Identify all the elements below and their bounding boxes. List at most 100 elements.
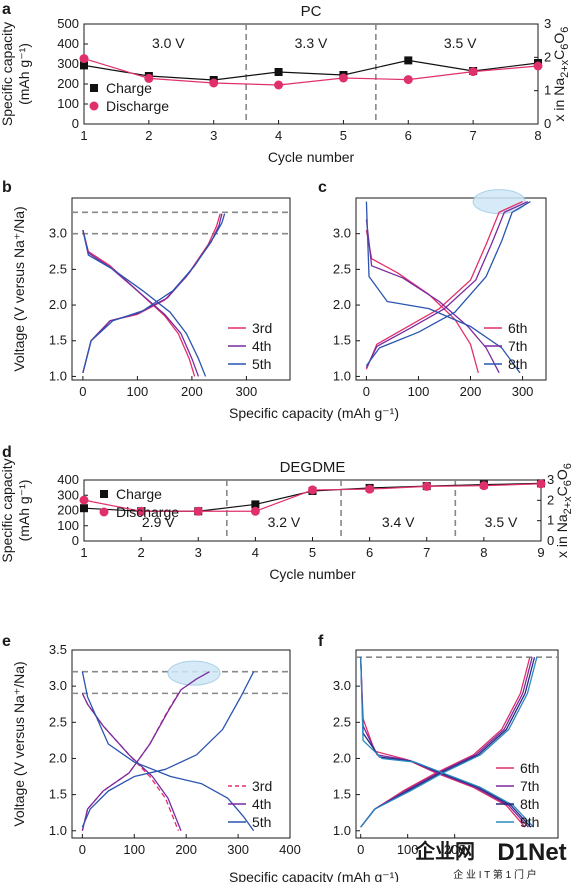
profile-discharge-c-7th bbox=[365, 219, 500, 374]
legend-label-b: 5th bbox=[252, 356, 271, 372]
watermark-brand-cn: 企业网 bbox=[414, 839, 475, 863]
legend-charge-marker-a bbox=[90, 84, 98, 92]
panel-label-b: b bbox=[2, 179, 12, 196]
plot-frame-b bbox=[71, 197, 291, 381]
profile-discharge-b-5th bbox=[82, 229, 207, 377]
voltage-label-d: 3.4 V bbox=[382, 514, 415, 530]
y-axis-label-d: Specific capacity bbox=[0, 458, 15, 562]
capacity-axis-label-e: Specific capacity (mAh g⁻¹) bbox=[229, 869, 399, 882]
y-tick-label-f: 2.0 bbox=[333, 750, 351, 765]
watermark-tagline: 企 业 I T 第 1 门 户 bbox=[453, 868, 537, 881]
watermark-brand-en: D1Net bbox=[497, 839, 566, 866]
plot-frame-e bbox=[71, 649, 291, 839]
y-tick-label-c: 3.0 bbox=[333, 226, 351, 241]
discharge-marker-a bbox=[403, 75, 413, 85]
x-tick-label-d: 1 bbox=[80, 545, 87, 560]
x-tick-label-f: 200 bbox=[444, 842, 466, 857]
y-tick-label-b: 1.5 bbox=[49, 333, 67, 348]
charge-marker-a bbox=[404, 56, 413, 65]
y2-tick-label-a: 0 bbox=[544, 116, 551, 131]
x-tick-label-f: 100 bbox=[397, 842, 419, 857]
x-tick-label-d: 2 bbox=[138, 545, 145, 560]
legend-discharge-marker-d bbox=[99, 507, 109, 517]
profile-discharge-b-4th bbox=[82, 229, 200, 377]
x-tick-label-a: 5 bbox=[340, 128, 347, 143]
y2-axis-label-d: x in Na2+xC6O6 bbox=[554, 463, 574, 558]
legend-label-c: 7th bbox=[508, 338, 527, 354]
x-tick-label-e: 400 bbox=[279, 842, 301, 857]
plot-frame-a bbox=[83, 23, 539, 125]
y-tick-label-a: 200 bbox=[57, 76, 79, 91]
voltage-label-a: 3.3 V bbox=[295, 35, 328, 51]
y-tick-label-d: 200 bbox=[57, 503, 79, 518]
y-tick-label-c: 2.0 bbox=[333, 297, 351, 312]
discharge-marker-a bbox=[468, 67, 478, 77]
legend-label-c: 8th bbox=[508, 356, 527, 372]
profile-charge-e-5th bbox=[81, 671, 255, 828]
x-tick-label-e: 200 bbox=[175, 842, 197, 857]
profile-charge-b-5th bbox=[82, 213, 226, 374]
x-tick-label-b: 300 bbox=[236, 384, 258, 399]
profile-charge-c-6th bbox=[365, 200, 523, 370]
y-axis-label-a: Specific capacity bbox=[0, 22, 15, 126]
profile-charge-c-8th bbox=[365, 201, 531, 367]
legend-label-b: 3rd bbox=[252, 320, 272, 336]
x-axis-label-a: Cycle number bbox=[268, 149, 355, 165]
legend-label-d: Discharge bbox=[116, 504, 179, 520]
x-axis-label-d: Cycle number bbox=[269, 566, 356, 582]
profile-discharge-e-5th bbox=[81, 671, 255, 832]
profile-charge-f-9th bbox=[360, 657, 538, 828]
y2-axis-label-a: x in Na2+xC6O6 bbox=[551, 27, 571, 122]
x-tick-label-d: 7 bbox=[423, 545, 430, 560]
y-tick-label-d: 300 bbox=[57, 487, 79, 502]
profile-discharge-c-8th bbox=[365, 201, 521, 374]
voltage-label-a: 3.0 V bbox=[152, 35, 185, 51]
y-tick-label-a: 0 bbox=[72, 116, 79, 131]
legend-label-e: 5th bbox=[252, 814, 271, 830]
charge-marker-d bbox=[80, 504, 88, 513]
charge-marker-d bbox=[251, 500, 260, 509]
profile-discharge-f-9th bbox=[360, 657, 535, 828]
legend-label-f: 8th bbox=[520, 796, 539, 812]
y-tick-label-f: 2.5 bbox=[333, 714, 351, 729]
highlight-ellipse-e bbox=[167, 660, 221, 686]
x-tick-label-a: 3 bbox=[210, 128, 217, 143]
x-tick-label-b: 0 bbox=[79, 384, 86, 399]
discharge-marker-a bbox=[144, 73, 154, 83]
x-tick-label-d: 5 bbox=[309, 545, 316, 560]
y2-tick-label-a: 3 bbox=[544, 16, 551, 31]
discharge-marker-d bbox=[250, 506, 260, 516]
discharge-marker-d bbox=[308, 485, 317, 495]
voltage-label-a: 3.5 V bbox=[444, 35, 477, 51]
x-tick-label-e: 0 bbox=[79, 842, 86, 857]
y-axis-unit-a: (mAh g⁻¹) bbox=[16, 43, 32, 105]
y-tick-label-c: 1.5 bbox=[333, 333, 351, 348]
x-tick-label-d: 4 bbox=[252, 545, 259, 560]
y-tick-label-a: 300 bbox=[57, 56, 79, 71]
panel-label-a: a bbox=[2, 1, 11, 18]
profile-charge-b-4th bbox=[82, 213, 223, 374]
y-tick-label-f: 3.0 bbox=[333, 678, 351, 693]
profile-discharge-e-4th bbox=[81, 693, 182, 832]
legend-label-d: Charge bbox=[116, 486, 162, 502]
plot-frame-f bbox=[355, 649, 559, 839]
y-tick-label-b: 2.5 bbox=[49, 261, 67, 276]
panel-label-d: d bbox=[2, 444, 12, 461]
discharge-marker-d bbox=[136, 506, 146, 516]
y-tick-label-d: 400 bbox=[57, 472, 79, 487]
legend-label-f: 9th bbox=[520, 814, 539, 830]
profile-discharge-b-3rd bbox=[82, 229, 196, 377]
legend-label-e: 4th bbox=[252, 796, 271, 812]
charge-marker-a bbox=[274, 68, 283, 76]
discharge-marker-d bbox=[193, 506, 203, 516]
y-tick-label-a: 500 bbox=[57, 16, 79, 31]
legend-label-f: 6th bbox=[520, 760, 539, 776]
x-tick-label-a: 2 bbox=[145, 128, 152, 143]
panel-label-e: e bbox=[2, 633, 11, 650]
x-tick-label-d: 8 bbox=[480, 545, 487, 560]
discharge-marker-a bbox=[274, 80, 284, 90]
y-tick-label-e: 2.0 bbox=[49, 750, 67, 765]
series-line-a-discharge bbox=[83, 58, 539, 86]
voltage-label-d: 3.2 V bbox=[268, 514, 301, 530]
discharge-marker-d bbox=[422, 481, 432, 491]
